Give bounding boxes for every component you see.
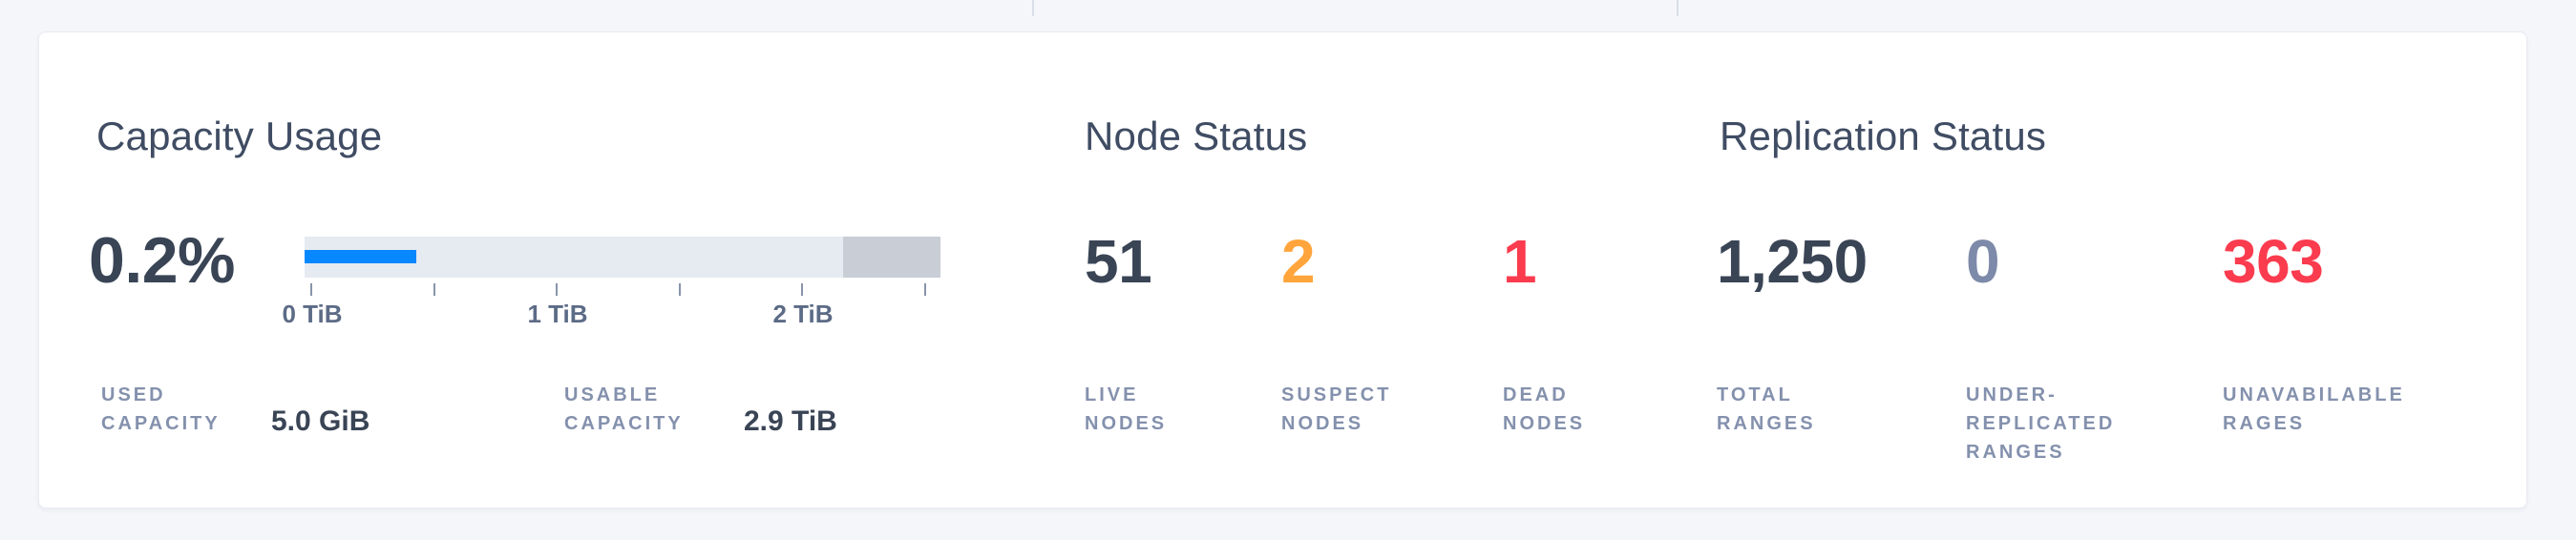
node-status-title: Node Status	[1085, 114, 1308, 158]
axis-tick	[678, 283, 681, 296]
capacity-reserved-segment	[843, 237, 940, 278]
usable-capacity-value: 2.9 TiB	[744, 405, 837, 437]
cluster-overview-card: Capacity Usage 0.2% 0 TiB 1 TiB 2 TiB US…	[38, 31, 2527, 509]
axis-tick-label: 1 TiB	[527, 300, 588, 328]
capacity-used-bar	[305, 250, 416, 263]
replication-status-title: Replication Status	[1720, 114, 2047, 158]
top-divider-left	[1032, 0, 1034, 16]
used-capacity-value: 5.0 GiB	[271, 405, 370, 437]
top-divider-right	[1677, 0, 1679, 16]
axis-tick	[433, 283, 435, 296]
axis-tick	[801, 283, 804, 296]
axis-tick	[556, 283, 559, 296]
live-nodes-label: LIVE NODES	[1085, 384, 1168, 434]
capacity-usage-title: Capacity Usage	[96, 114, 383, 158]
live-nodes-count: 51	[1085, 227, 1152, 296]
unavailable-ranges-label: UNAVABILABLE RAGES	[2223, 384, 2405, 434]
suspect-nodes-count: 2	[1281, 227, 1316, 296]
suspect-nodes-label: SUSPECT NODES	[1281, 384, 1392, 434]
axis-tick	[923, 283, 926, 296]
axis-tick	[310, 283, 312, 296]
total-ranges-count: 1,250	[1717, 227, 1868, 296]
dead-nodes-label: DEAD NODES	[1503, 384, 1586, 434]
capacity-axis-ticks	[310, 283, 926, 296]
capacity-used-percent: 0.2%	[89, 224, 236, 297]
total-ranges-label: TOTAL RANGES	[1717, 384, 1816, 434]
axis-tick-label: 2 TiB	[772, 300, 834, 328]
dead-nodes-count: 1	[1503, 227, 1537, 296]
usable-capacity-label: USABLE CAPACITY	[564, 384, 684, 434]
used-capacity-label: USED CAPACITY	[101, 384, 221, 434]
unavailable-ranges-count: 363	[2223, 227, 2324, 296]
capacity-gauge-track	[305, 237, 940, 278]
under-replicated-ranges-count: 0	[1966, 227, 2000, 296]
axis-tick-label: 0 TiB	[282, 300, 343, 328]
under-replicated-ranges-label: UNDER- REPLICATED RANGES	[1966, 384, 2116, 463]
